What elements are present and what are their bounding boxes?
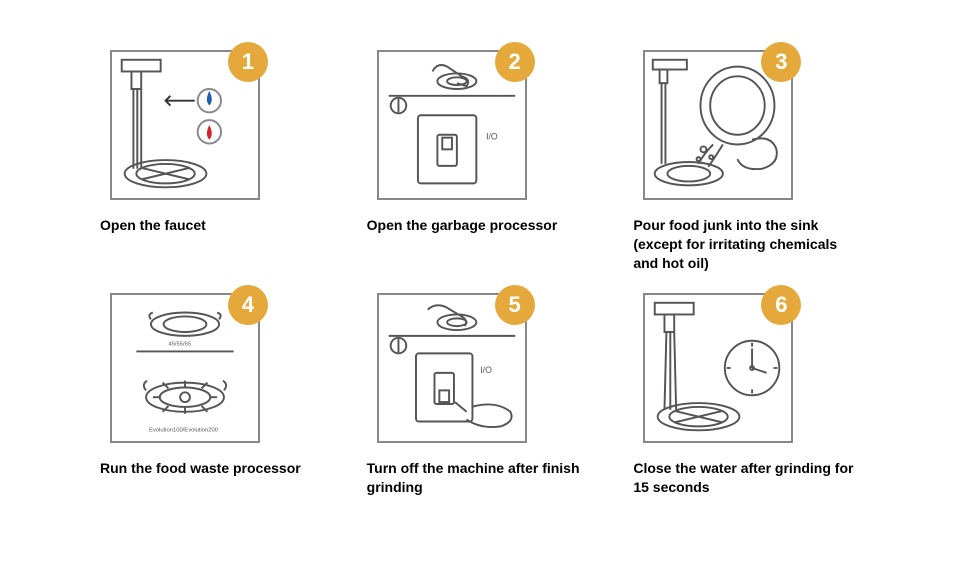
step-badge: 2 <box>495 42 535 82</box>
step-6: 6 Close the water after grinding for 15 … <box>633 293 860 497</box>
step-badge: 1 <box>228 42 268 82</box>
step-2-image: I/O 2 <box>377 50 527 200</box>
step-1-image: 1 <box>110 50 260 200</box>
step-caption: Open the garbage processor <box>367 216 558 235</box>
step-caption: Turn off the machine after finish grindi… <box>367 459 594 497</box>
step-caption: Close the water after grinding for 15 se… <box>633 459 860 497</box>
step-caption: Run the food waste processor <box>100 459 301 478</box>
svg-text:45/55/65: 45/55/65 <box>168 341 191 347</box>
step-badge: 4 <box>228 285 268 325</box>
step-3: 3 Pour food junk into the sink (except f… <box>633 50 860 273</box>
step-5: I/O 5 Turn off the machine after finish … <box>367 293 594 497</box>
svg-text:Evolution100/Evolution200: Evolution100/Evolution200 <box>149 427 219 433</box>
step-2: I/O 2 Open the garbage processor <box>367 50 594 273</box>
step-badge: 3 <box>761 42 801 82</box>
step-caption: Pour food junk into the sink (except for… <box>633 216 860 273</box>
step-badge: 6 <box>761 285 801 325</box>
svg-text:I/O: I/O <box>486 132 498 142</box>
step-3-image: 3 <box>643 50 793 200</box>
svg-text:I/O: I/O <box>480 365 492 375</box>
step-badge: 5 <box>495 285 535 325</box>
step-4-image: 45/55/65 Evolution100/Evolution200 <box>110 293 260 443</box>
step-5-image: I/O 5 <box>377 293 527 443</box>
step-1: 1 Open the faucet <box>100 50 327 273</box>
step-4: 45/55/65 Evolution100/Evolution200 <box>100 293 327 497</box>
step-caption: Open the faucet <box>100 216 206 235</box>
step-6-image: 6 <box>643 293 793 443</box>
steps-grid: 1 Open the faucet I/O 2 <box>100 50 860 496</box>
